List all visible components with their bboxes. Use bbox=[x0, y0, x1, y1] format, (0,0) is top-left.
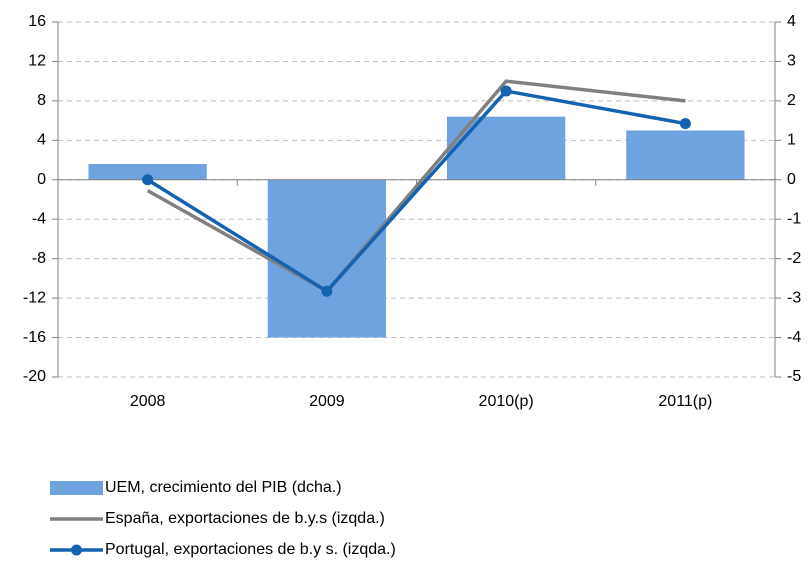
y2-tick-label: 2 bbox=[787, 92, 796, 109]
legend-label: Portugal, exportaciones de b.y s. (izqda… bbox=[105, 541, 396, 558]
y-tick-label: -20 bbox=[23, 368, 46, 385]
bar bbox=[446, 116, 566, 180]
y-tick-label: 4 bbox=[37, 132, 46, 149]
y2-tick-label: -4 bbox=[787, 329, 801, 346]
legend-swatch bbox=[50, 481, 103, 495]
y2-tick-label: 0 bbox=[787, 171, 796, 188]
x-tick-label: 2010(p) bbox=[479, 393, 534, 410]
y-tick-label: 8 bbox=[37, 92, 46, 109]
y2-tick-label: -3 bbox=[787, 289, 801, 306]
y2-tick-label: 3 bbox=[787, 53, 796, 70]
line bbox=[146, 79, 686, 294]
y2-tick-label: -5 bbox=[787, 368, 801, 385]
y-tick-label: 0 bbox=[37, 171, 46, 188]
marker bbox=[500, 85, 512, 97]
y2-tick-label: 1 bbox=[787, 132, 796, 149]
legend-label: UEM, crecimiento del PIB (dcha.) bbox=[105, 479, 342, 496]
y-tick-label: -16 bbox=[23, 329, 46, 346]
marker bbox=[142, 174, 154, 186]
y-tick-label: 12 bbox=[28, 53, 46, 70]
x-tick-label: 2009 bbox=[309, 393, 345, 410]
y2-tick-label: 4 bbox=[787, 13, 796, 30]
bar bbox=[626, 130, 745, 180]
marker bbox=[321, 285, 333, 297]
line bbox=[146, 89, 686, 294]
y2-tick-label: -1 bbox=[787, 210, 801, 227]
legend-marker bbox=[71, 544, 82, 556]
x-tick-label: 2011(p) bbox=[658, 393, 712, 410]
y-tick-label: -4 bbox=[32, 210, 46, 227]
bar bbox=[88, 164, 207, 180]
y2-tick-label: -2 bbox=[787, 250, 801, 267]
bar bbox=[267, 179, 387, 338]
y-tick-label: -12 bbox=[23, 289, 46, 306]
legend-label: España, exportaciones de b.y.s (izqda.) bbox=[105, 510, 385, 527]
y-tick-label: -8 bbox=[32, 250, 46, 267]
y-tick-label: 16 bbox=[28, 13, 46, 30]
marker bbox=[679, 118, 691, 130]
x-tick-label: 2008 bbox=[130, 393, 166, 410]
